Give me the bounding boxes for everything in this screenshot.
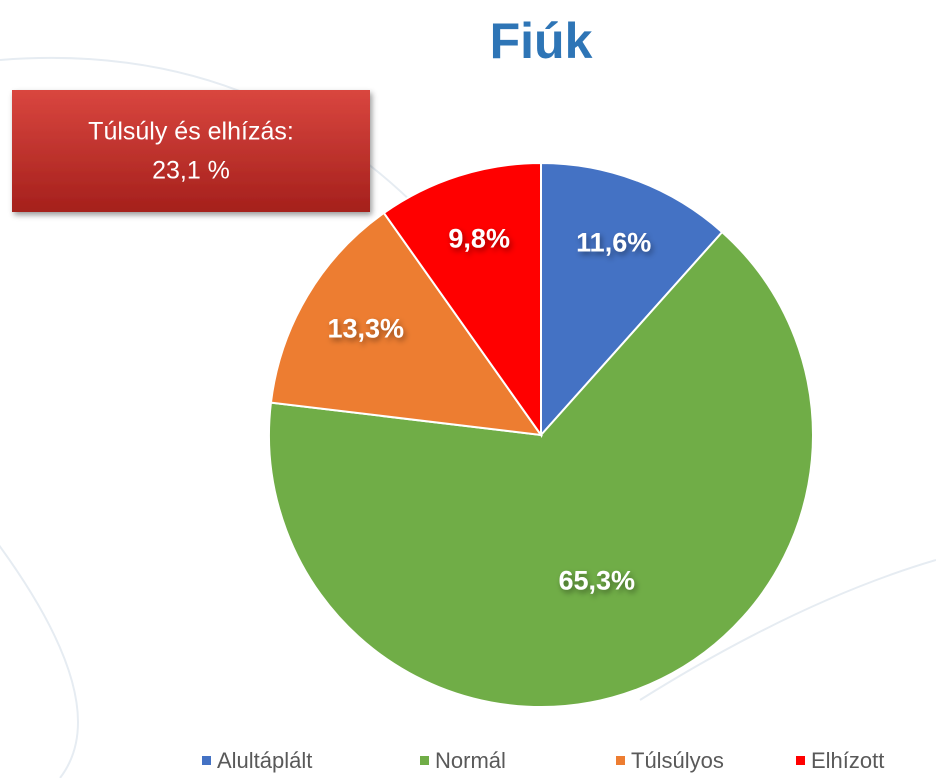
pie-slice (540, 161, 724, 438)
legend-marker (420, 756, 429, 765)
legend-label: Túlsúlyos (631, 748, 724, 773)
value-label: 9,8% (448, 224, 510, 254)
pie-slice (382, 161, 542, 439)
legend-label: Alultáplált (217, 748, 312, 773)
legend-marker (796, 756, 805, 765)
value-label: 65,3% (558, 566, 635, 596)
legend-marker (616, 756, 625, 765)
pie-slice (268, 230, 814, 708)
legend-marker (202, 756, 211, 765)
background-curve (0, 56, 421, 211)
pie-slice (269, 211, 544, 437)
background-curve (639, 559, 936, 701)
value-label: 11,6% (576, 228, 651, 258)
annotation-box (12, 90, 370, 212)
annotation-text: 23,1 % (152, 157, 230, 185)
legend-label: Normál (435, 748, 506, 773)
legend: Alultáplált Normál Túlsúlyos Elhízott (202, 748, 884, 773)
annotation-text: Túlsúly és elhízás: (88, 118, 294, 146)
chart-title: Fiúk (490, 13, 593, 69)
value-label: 13,3% (327, 314, 404, 344)
pie: 11,6% 65,3% 13,3% 9,8% (268, 161, 814, 708)
legend-label: Elhízott (811, 748, 884, 773)
background-curve (0, 545, 79, 778)
